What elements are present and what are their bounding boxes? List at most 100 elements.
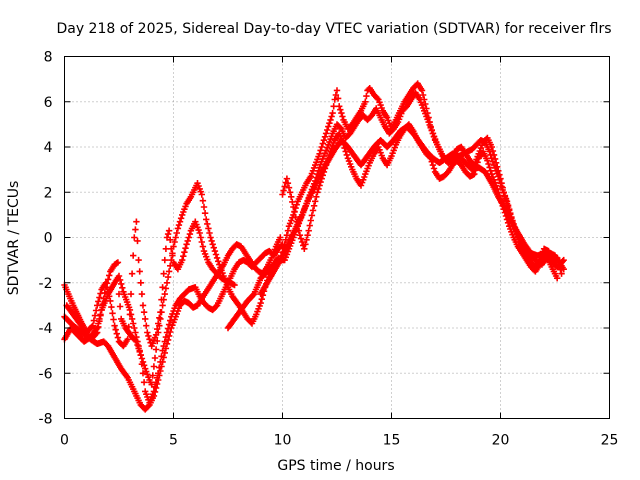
data-point xyxy=(125,323,132,331)
axis-ticks xyxy=(64,56,610,419)
data-point xyxy=(314,189,321,196)
data-point xyxy=(277,256,284,264)
data-point xyxy=(484,157,491,164)
data-point xyxy=(130,320,137,327)
data-point xyxy=(185,234,192,241)
series-track-8 xyxy=(279,123,567,271)
series-track-5 xyxy=(224,89,567,332)
data-point xyxy=(429,161,437,169)
data-point xyxy=(317,147,324,154)
data-point xyxy=(286,189,294,196)
data-point xyxy=(558,270,565,277)
x-tick-label: 25 xyxy=(601,433,619,449)
data-point xyxy=(312,198,319,205)
data-point xyxy=(554,254,561,262)
data-point xyxy=(157,309,164,316)
data-point xyxy=(199,243,207,250)
data-point xyxy=(108,303,115,311)
data-point xyxy=(94,324,101,332)
data-point xyxy=(206,229,213,237)
data-point xyxy=(130,252,137,259)
data-point xyxy=(559,257,566,265)
data-point xyxy=(203,216,210,223)
data-point xyxy=(308,212,316,219)
data-point xyxy=(290,203,297,211)
data-point xyxy=(198,238,205,246)
data-point xyxy=(145,402,152,410)
data-point xyxy=(116,276,124,284)
data-point xyxy=(154,325,161,333)
data-point xyxy=(494,163,501,170)
data-point xyxy=(140,309,148,316)
data-point xyxy=(168,245,175,252)
series-track-6 xyxy=(257,80,565,298)
data-point xyxy=(113,330,120,337)
data-point xyxy=(474,159,481,166)
data-point xyxy=(167,236,174,243)
data-point xyxy=(177,215,185,222)
x-tick-label: 0 xyxy=(60,433,69,449)
series-track-1 xyxy=(61,180,282,388)
y-tick-label: 6 xyxy=(44,95,53,111)
data-point xyxy=(106,272,113,279)
data-point xyxy=(363,92,370,100)
data-point xyxy=(502,197,510,204)
data-point xyxy=(152,346,160,353)
data-point xyxy=(94,302,101,309)
data-point xyxy=(159,358,166,366)
data-point xyxy=(485,160,492,168)
data-point xyxy=(280,187,287,194)
data-point xyxy=(106,293,113,300)
data-point xyxy=(114,334,122,341)
data-point xyxy=(425,114,432,121)
data-point xyxy=(88,323,96,330)
data-point xyxy=(200,203,208,211)
data-point xyxy=(284,227,292,234)
data-point xyxy=(283,232,291,239)
data-point xyxy=(302,241,309,248)
chart-title: Day 218 of 2025, Sidereal Day-to-day VTE… xyxy=(56,21,611,37)
data-point xyxy=(419,91,427,99)
data-point xyxy=(151,388,159,396)
data-point xyxy=(167,317,174,324)
data-point xyxy=(339,113,346,120)
data-point xyxy=(231,281,238,289)
data-point xyxy=(93,326,100,333)
data-point xyxy=(289,198,296,206)
data-point xyxy=(362,98,369,105)
data-point xyxy=(124,336,131,343)
data-point xyxy=(557,266,564,273)
data-point xyxy=(134,338,141,345)
data-point xyxy=(279,191,286,198)
data-point xyxy=(304,232,311,239)
data-point xyxy=(298,238,306,246)
data-point xyxy=(424,109,431,117)
data-point xyxy=(179,256,186,264)
data-point xyxy=(319,140,326,147)
data-point xyxy=(212,303,220,310)
data-point xyxy=(204,220,211,228)
data-point xyxy=(169,252,176,259)
y-tick-label: 4 xyxy=(44,140,53,156)
data-point xyxy=(138,361,146,368)
data-point xyxy=(157,315,164,323)
data-point xyxy=(114,259,122,266)
data-point xyxy=(134,237,141,245)
data-point xyxy=(112,326,119,333)
data-point xyxy=(327,116,334,124)
data-point xyxy=(127,290,135,298)
data-point xyxy=(498,180,505,187)
data-point xyxy=(171,238,178,246)
series-track-4 xyxy=(63,218,238,350)
data-point xyxy=(338,109,345,117)
data-point xyxy=(131,234,138,241)
data-point xyxy=(491,155,499,163)
data-point xyxy=(182,245,189,252)
data-point xyxy=(422,100,429,108)
data-point xyxy=(164,230,172,238)
data-point xyxy=(211,247,219,255)
data-point xyxy=(142,315,149,323)
data-point xyxy=(137,351,144,359)
data-point xyxy=(97,290,104,297)
data-point xyxy=(198,191,205,198)
